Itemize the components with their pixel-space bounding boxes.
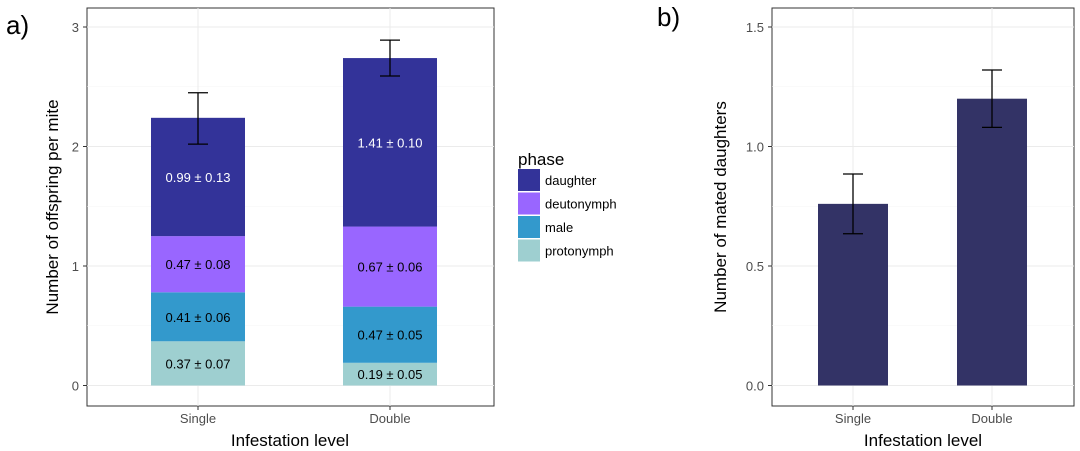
legend-swatch-deutonymph	[518, 192, 540, 215]
segment-label: 0.37 ± 0.07	[166, 356, 231, 371]
panel-b-error-bars	[843, 69, 1002, 235]
legend-label-protonymph: protonymph	[545, 244, 614, 259]
segment-label: 0.19 ± 0.05	[358, 367, 423, 382]
legend-title: phase	[518, 150, 564, 169]
panel-b-plot-area	[771, 7, 1075, 407]
panel-a-label: a)	[6, 10, 29, 40]
legend-label-male: male	[545, 220, 573, 235]
panel-a-error-bars	[188, 39, 400, 145]
bar-segment-male-double	[343, 306, 437, 363]
panel-a-x-ticks: Single Double	[180, 406, 411, 426]
legend-items: daughter deutonymph male protonymph	[518, 169, 617, 262]
legend-swatch-male	[518, 216, 540, 238]
legend-label-deutonymph: deutonymph	[545, 197, 617, 212]
x-tick-label: Single	[180, 411, 216, 426]
legend-swatch-daughter	[518, 169, 540, 191]
y-tick-label: 0.5	[746, 259, 764, 274]
segment-label: 0.41 ± 0.06	[166, 310, 231, 325]
y-tick-label: 1.5	[746, 20, 764, 35]
bar-segment-protonymph-single	[151, 341, 245, 386]
segment-label: 0.47 ± 0.08	[166, 257, 231, 272]
legend-swatch-protonymph	[518, 239, 540, 262]
panel-b-x-axis-title: Infestation level	[864, 431, 982, 450]
bar-double	[957, 98, 1027, 386]
y-tick-label: 2	[72, 140, 79, 155]
bar-segment-protonymph-double	[343, 362, 437, 386]
bar-segment-daughter-double	[343, 58, 437, 227]
y-tick-label: 0	[72, 379, 79, 394]
panel-a-x-axis-title: Infestation level	[231, 431, 349, 450]
panel-b-y-axis-title: Number of mated daughters	[711, 101, 730, 313]
panel-b-x-ticks: Single Double	[835, 406, 1013, 426]
panel-a-chart: a) 0.37 ± 0.07 0.41 ± 0.06 0.47 ± 0.08 0.99…	[6, 7, 495, 450]
segment-label: 0.99 ± 0.13	[166, 170, 231, 185]
panel-a-bars: 0.37 ± 0.07 0.41 ± 0.06 0.47 ± 0.08 0.99 ± …	[151, 58, 437, 386]
x-tick-label: Double	[369, 411, 410, 426]
bar-segment-deutonymph-single	[151, 236, 245, 293]
panel-b-label: b)	[657, 2, 680, 32]
bar-segment-deutonymph-double	[343, 226, 437, 307]
y-tick-label: 0.0	[746, 379, 764, 394]
bar-segment-male-single	[151, 292, 245, 342]
x-tick-label: Double	[971, 411, 1012, 426]
y-tick-label: 1	[72, 259, 79, 274]
segment-label: 1.41 ± 0.10	[358, 135, 423, 150]
segment-label: 0.67 ± 0.06	[358, 260, 423, 275]
segment-label: 0.47 ± 0.05	[358, 328, 423, 343]
panel-b-chart: b) 0.0 0.5 1.0 1.5 Single Double Infestation…	[657, 2, 1075, 450]
legend-label-daughter: daughter	[545, 173, 597, 188]
legend: phase daughter deutonymph male protonymph	[518, 150, 617, 262]
panel-b-y-ticks: 0.0 0.5 1.0 1.5	[746, 20, 772, 394]
y-tick-label: 3	[72, 20, 79, 35]
panel-a-y-axis-title: Number of offspring per mite	[43, 99, 62, 314]
y-tick-label: 1.0	[746, 140, 764, 155]
x-tick-label: Single	[835, 411, 871, 426]
panel-a-y-ticks: 0 1 2 3	[72, 20, 87, 394]
